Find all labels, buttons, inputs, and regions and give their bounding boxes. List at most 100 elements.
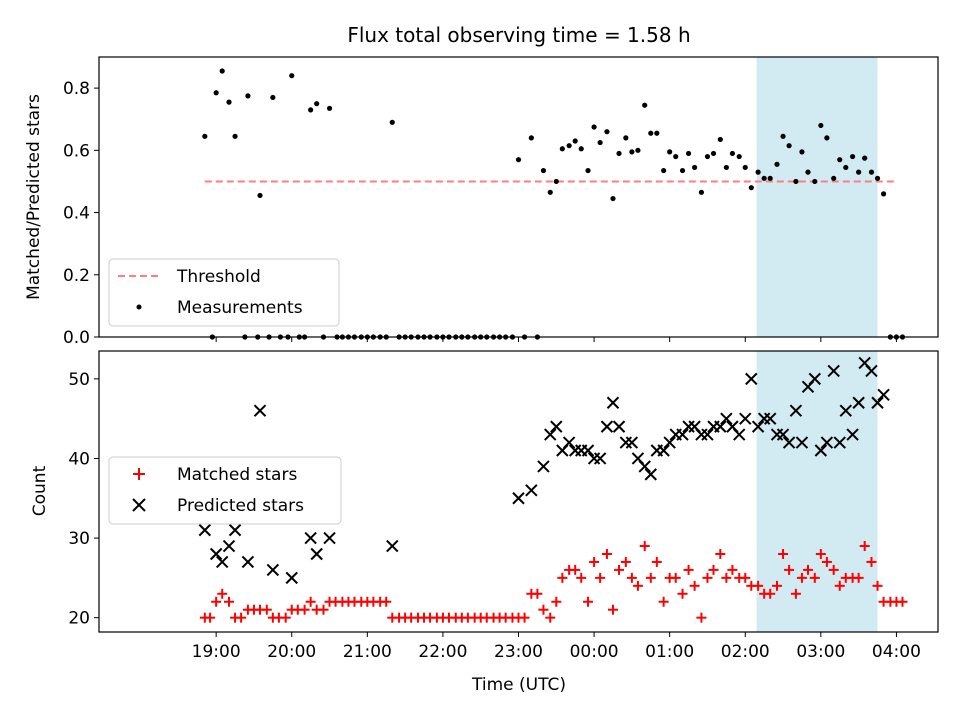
matched-star-marker — [772, 580, 783, 591]
matched-star-marker — [834, 580, 845, 591]
matched-star-marker — [280, 612, 291, 623]
predicted-star-marker — [644, 468, 657, 481]
matched-star-marker — [796, 572, 807, 583]
measurement-point — [389, 119, 395, 125]
matched-star-marker — [639, 541, 650, 552]
measurement-point — [257, 192, 263, 199]
measurement-point — [880, 191, 887, 197]
predicted-star-marker — [776, 428, 790, 441]
measurement-point — [597, 139, 603, 146]
x-tick-label: 01:00 — [645, 642, 694, 662]
measurement-point — [202, 133, 208, 139]
y-tick-label: 0.6 — [63, 141, 90, 161]
predicted-star-marker — [739, 412, 752, 425]
predicted-star-marker — [562, 436, 576, 449]
measurement-points — [202, 68, 906, 340]
measurement-point — [642, 102, 648, 108]
matched-star-marker — [557, 572, 568, 583]
measurement-point — [692, 164, 698, 171]
predicted-star-marker — [733, 428, 746, 441]
predicted-star-marker — [852, 396, 865, 409]
matched-star-marker — [620, 556, 631, 567]
predicted-star-marker — [833, 436, 846, 449]
measurement-point — [849, 153, 856, 160]
predicted-star-marker — [593, 452, 607, 465]
predicted-star-marker — [701, 428, 714, 441]
matched-star-marker — [236, 612, 247, 623]
matched-star-marker — [545, 612, 556, 623]
legend-threshold-label: Threshold — [176, 267, 261, 287]
measurement-point — [667, 149, 673, 155]
measurement-point — [616, 150, 622, 157]
predicted-star-marker — [827, 364, 840, 378]
measurement-point — [515, 157, 522, 163]
measurement-point — [528, 135, 534, 141]
top-y-axis-label: Matched/Predicted stars — [24, 94, 44, 300]
y-tick-label: 20 — [68, 609, 90, 629]
bottom-y-ticks: 20 30 40 50 — [68, 370, 99, 629]
predicted-star-marker — [215, 555, 229, 569]
measurement-point — [780, 133, 786, 139]
predicted-star-marker — [600, 420, 614, 433]
measurement-point — [874, 175, 881, 181]
predicted-star-marker — [253, 404, 267, 417]
matched-star-marker — [519, 612, 530, 623]
predicted-star-marker — [763, 412, 777, 425]
legend-measurements-swatch — [136, 304, 142, 310]
measurement-point — [748, 185, 754, 191]
predicted-star-marker — [795, 436, 809, 449]
top-highlight-span — [756, 57, 878, 337]
measurement-point — [226, 99, 232, 105]
measurement-point — [289, 73, 295, 79]
measurement-point — [314, 101, 320, 107]
x-tick-label: 22:00 — [418, 642, 467, 662]
matched-star-marker — [217, 588, 228, 599]
measurement-point — [774, 161, 780, 167]
x-tick-label: 03:00 — [796, 642, 845, 662]
measurement-point — [843, 164, 849, 171]
matched-star-marker — [583, 596, 594, 607]
measurement-point — [831, 175, 837, 181]
x-axis-label: Time (UTC) — [471, 675, 566, 695]
predicted-star-marker — [789, 404, 803, 417]
matched-star-marker — [601, 548, 612, 559]
matched-star-marker — [853, 572, 864, 583]
measurement-point — [799, 149, 805, 155]
top-x-ticks — [215, 337, 897, 342]
matched-star-marker — [702, 572, 713, 583]
top-panel: 0.00.20.40.60.8 Matched/Predicted stars … — [24, 56, 939, 348]
x-tick-label: 23:00 — [494, 642, 543, 662]
measurement-point — [685, 150, 692, 157]
measurement-point — [270, 94, 276, 101]
predicted-star-marker — [657, 444, 670, 457]
y-tick-label: 0.0 — [63, 328, 90, 348]
predicted-star-marker — [714, 420, 727, 433]
predicted-star-marker — [222, 539, 236, 553]
predicted-star-marker — [871, 396, 884, 409]
measurement-point — [805, 169, 811, 175]
predicted-star-marker — [209, 547, 223, 561]
measurement-point — [824, 135, 830, 141]
measurement-point — [767, 175, 773, 181]
measurement-point — [547, 189, 553, 195]
x-tick-label: 00:00 — [570, 642, 619, 662]
predicted-star-marker — [820, 436, 834, 449]
measurement-point — [629, 149, 635, 155]
predicted-star-marker — [544, 428, 557, 441]
figure-title: Flux total observing time = 1.58 h — [347, 23, 690, 47]
matched-star-marker — [614, 564, 625, 575]
matched-star-marker — [532, 588, 543, 599]
matched-star-marker — [595, 572, 606, 583]
bottom-y-axis-label: Count — [30, 465, 50, 516]
measurement-point — [591, 124, 597, 130]
matched-star-marker — [821, 556, 832, 567]
matched-star-marker — [211, 596, 222, 607]
top-axes-frame — [98, 56, 939, 338]
predicted-star-marker — [323, 531, 336, 545]
measurement-point — [553, 178, 559, 185]
predicted-star-marker — [625, 436, 639, 449]
measurement-point — [673, 153, 679, 160]
predicted-star-marker — [198, 523, 212, 537]
matched-star-marker — [802, 564, 813, 575]
legend-matched-label: Matched stars — [177, 465, 297, 485]
